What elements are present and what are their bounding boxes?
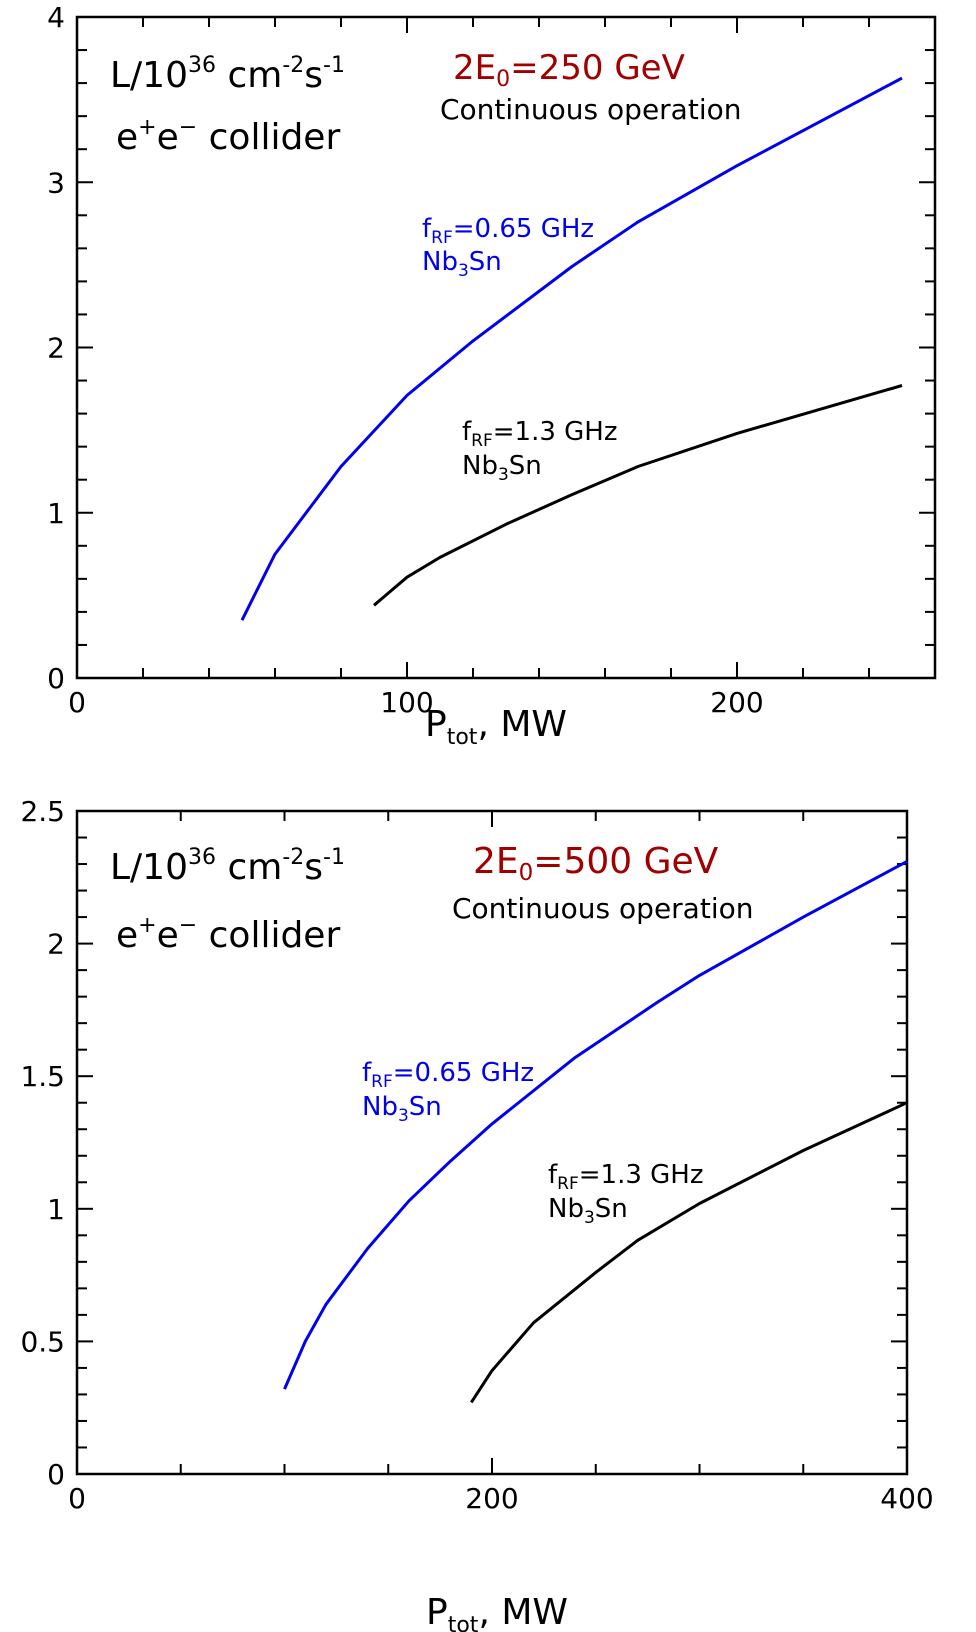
y-tick-label: 4 [47, 1, 65, 34]
chart-2-black-series-label: fRF=1.3 GHz [548, 1160, 704, 1194]
chart-1-series-lines [240, 76, 903, 621]
x-tick-label: 400 [880, 1482, 933, 1515]
x-tick-label: 100 [380, 686, 433, 719]
chart-2-black-series-material: Nb3Sn [548, 1194, 628, 1228]
chart-1-x-tick-labels: 0 100 200 [68, 686, 764, 719]
y-tick-label: 3 [47, 166, 65, 199]
x-tick-label: 200 [710, 686, 763, 719]
chart-1-blue-series-material: Nb3Sn [422, 247, 502, 281]
chart-1-x-label: Ptot, MW [425, 704, 567, 750]
series-line-blue [283, 860, 908, 1390]
chart-1-blue-series-label: fRF=0.65 GHz [422, 214, 594, 248]
chart-2-ticks [76, 810, 908, 1475]
y-tick-label: 2.5 [20, 795, 65, 828]
chart-2-collider-label: e+e− collider [116, 913, 340, 956]
y-tick-label: 2 [47, 928, 65, 961]
chart-1-title: 2E0=250 GeV [453, 48, 685, 92]
y-tick-label: 1.5 [20, 1060, 65, 1093]
y-tick-label: 2 [47, 332, 65, 365]
chart-2-x-label: Ptot, MW [426, 1592, 568, 1632]
chart-1-subtitle: Continuous operation [440, 93, 741, 126]
chart-2-blue-series-label: fRF=0.65 GHz [362, 1058, 534, 1092]
y-tick-label: 0.5 [20, 1325, 65, 1358]
y-tick-label: 0 [47, 1458, 65, 1491]
x-tick-label: 200 [465, 1482, 518, 1515]
y-tick-label: 1 [47, 1193, 65, 1226]
chart-2-title: 2E0=500 GeV [473, 841, 719, 886]
y-tick-label: 0 [47, 662, 65, 695]
series-line-black [373, 384, 903, 607]
chart-1-y-label: L/1036 cm-2s-1 [110, 53, 345, 96]
chart-1-collider-label: e+e− collider [116, 115, 340, 158]
chart-1-black-series-material: Nb3Sn [462, 451, 542, 485]
series-line-blue [240, 76, 903, 621]
x-tick-label: 0 [68, 1482, 86, 1515]
series-line-black [470, 1101, 908, 1404]
chart-2-y-tick-labels: 0 0.5 1 1.5 2 2.5 [20, 795, 65, 1491]
chart-2-subtitle: Continuous operation [452, 892, 753, 925]
y-tick-label: 1 [47, 497, 65, 530]
chart-2-x-tick-labels: 0 200 400 [68, 1482, 934, 1515]
chart-2: 0 200 400 0 0.5 1 1.5 2 2.5 L/1036 cm-2s-1 e+e−… [20, 795, 933, 1632]
chart-2-series-lines [283, 860, 908, 1404]
chart-2-blue-series-material: Nb3Sn [362, 1092, 442, 1126]
x-tick-label: 0 [68, 686, 86, 719]
chart-1-black-series-label: fRF=1.3 GHz [462, 417, 618, 451]
chart-2-y-label: L/1036 cm-2s-1 [110, 845, 345, 888]
chart-1: 0 100 200 0 1 2 3 4 L/1036 cm-2s-1 e+e− collid… [47, 1, 937, 750]
chart-1-y-tick-labels: 0 1 2 3 4 [47, 1, 65, 695]
chart-1-ticks [76, 16, 936, 679]
